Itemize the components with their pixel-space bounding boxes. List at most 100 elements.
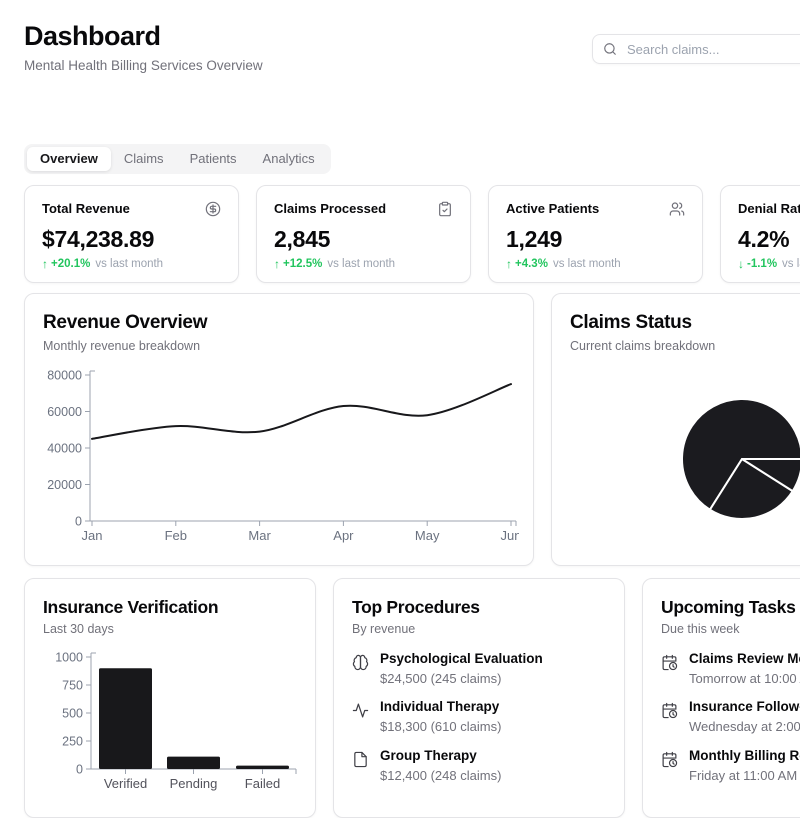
- clipboard-check-icon: [439, 201, 451, 217]
- procedure-item: Psychological Evaluation $24,500 (245 cl…: [352, 651, 606, 686]
- tab-bar: Overview Claims Patients Analytics: [24, 144, 331, 174]
- svg-text:40000: 40000: [47, 442, 82, 456]
- stat-label: Claims Processed: [274, 201, 387, 216]
- claims-status-card: Claims Status Current claims breakdown: [551, 293, 800, 566]
- card-subtitle: Current claims breakdown: [570, 339, 716, 353]
- card-title: Revenue Overview: [43, 312, 208, 333]
- stats-row: Total Revenue $74,238.89 ↑ +20.1% vs las…: [24, 185, 800, 283]
- procedure-detail: $12,400 (248 claims): [380, 767, 502, 783]
- svg-text:Feb: Feb: [165, 528, 187, 543]
- svg-text:Jun: Jun: [501, 528, 519, 543]
- revenue-line-chart[interactable]: 0 20000 40000 60000 80000 Jan Feb Mar Apr May Jun: [43, 363, 521, 544]
- svg-text:750: 750: [62, 679, 83, 693]
- trend-down-icon: ↓: [738, 257, 744, 271]
- procedures-list: Psychological Evaluation $24,500 (245 cl…: [352, 651, 606, 783]
- verification-bar-chart[interactable]: 0 250 500 750 1000 Verified Pending Failed: [43, 646, 299, 798]
- svg-text:80000: 80000: [47, 369, 82, 383]
- charts-row: Revenue Overview Monthly revenue breakdo…: [24, 293, 800, 566]
- stat-card-active-patients: Active Patients 1,249 ↑ +4.3% vs last mo…: [488, 185, 703, 283]
- bottom-row: Insurance Verification Last 30 days 0 250…: [24, 578, 800, 818]
- procedure-detail: $24,500 (245 claims): [380, 670, 502, 686]
- users-icon: [669, 202, 685, 216]
- card-title: Upcoming Tasks: [661, 597, 796, 617]
- stat-value: 4.2%: [738, 226, 790, 252]
- stat-card-total-revenue: Total Revenue $74,238.89 ↑ +20.1% vs las…: [24, 185, 239, 283]
- tab-claims[interactable]: Claims: [123, 150, 164, 166]
- stat-trend: ↑ +12.5% vs last month: [274, 258, 453, 270]
- svg-text:Apr: Apr: [333, 528, 354, 543]
- stat-label: Active Patients: [506, 201, 600, 216]
- card-subtitle: Due this week: [661, 622, 740, 636]
- stat-card-denial-rate: Denial Rate 4.2% ↓ -1.1% vs last month: [720, 185, 800, 283]
- procedure-name: Psychological Evaluation: [380, 651, 543, 666]
- trend-note: vs last month: [552, 258, 621, 270]
- search-icon: [604, 43, 616, 55]
- stat-trend: ↑ +4.3% vs last month: [506, 258, 685, 270]
- card-subtitle: Last 30 days: [43, 622, 114, 636]
- search-box[interactable]: [592, 34, 800, 64]
- task-detail: Tomorrow at 10:00 AM: [689, 670, 800, 686]
- task-name: Claims Review Meeting: [689, 651, 800, 666]
- claims-pie-chart[interactable]: [552, 294, 800, 567]
- stat-label: Total Revenue: [42, 201, 130, 216]
- stat-trend: ↓ -1.1% vs last month: [738, 258, 800, 270]
- trend-note: vs last month: [95, 258, 164, 270]
- card-subtitle: By revenue: [352, 622, 416, 636]
- trend-up-icon: ↑: [506, 257, 512, 271]
- trend-up-icon: ↑: [42, 257, 48, 271]
- procedure-item: Group Therapy $12,400 (248 claims): [352, 748, 606, 783]
- brain-icon: [352, 654, 369, 671]
- procedure-name: Individual Therapy: [380, 699, 500, 715]
- svg-text:May: May: [415, 528, 440, 543]
- card-title: Top Procedures: [352, 597, 480, 617]
- calendar-clock-icon: [662, 703, 678, 719]
- revenue-overview-card: Revenue Overview Monthly revenue breakdo…: [24, 293, 534, 566]
- task-name: Insurance Follow-ups: [689, 699, 800, 715]
- page-title: Dashboard: [24, 21, 161, 51]
- task-item: Claims Review Meeting Tomorrow at 10:00 …: [661, 651, 800, 686]
- calendar-clock-icon: [662, 751, 678, 768]
- svg-text:Mar: Mar: [248, 528, 271, 543]
- upcoming-tasks-card: Upcoming Tasks Due this week Claims Revi…: [642, 578, 800, 818]
- tab-patients[interactable]: Patients: [189, 150, 237, 166]
- svg-text:0: 0: [76, 763, 83, 777]
- stat-card-claims-processed: Claims Processed 2,845 ↑ +12.5% vs last …: [256, 185, 471, 283]
- trend-delta: +20.1%: [51, 258, 91, 270]
- svg-text:0: 0: [75, 515, 82, 529]
- top-procedures-card: Top Procedures By revenue Psychological …: [333, 578, 625, 818]
- insurance-verification-card: Insurance Verification Last 30 days 0 250…: [24, 578, 316, 818]
- stat-label: Denial Rate: [738, 201, 800, 216]
- task-detail: Wednesday at 2:00 PM: [689, 719, 800, 735]
- svg-text:60000: 60000: [47, 405, 82, 419]
- search-input[interactable]: [625, 40, 800, 58]
- svg-text:20000: 20000: [47, 478, 82, 492]
- trend-delta: +4.3%: [515, 258, 548, 270]
- calendar-clock-icon: [662, 654, 678, 671]
- trend-up-icon: ↑: [274, 257, 280, 271]
- card-title: Insurance Verification: [43, 597, 219, 617]
- svg-text:Verified: Verified: [104, 776, 147, 791]
- stat-value: 1,249: [506, 226, 563, 252]
- svg-text:250: 250: [62, 735, 83, 749]
- svg-text:Jan: Jan: [82, 528, 103, 543]
- svg-text:Failed: Failed: [245, 776, 280, 791]
- tasks-list: Claims Review Meeting Tomorrow at 10:00 …: [661, 651, 800, 783]
- svg-text:Pending: Pending: [170, 776, 218, 791]
- svg-text:500: 500: [62, 707, 83, 721]
- task-name: Monthly Billing Report: [689, 747, 800, 763]
- stat-value: $74,238.89: [42, 226, 155, 252]
- trend-delta: +12.5%: [283, 258, 323, 270]
- file-icon: [354, 751, 367, 768]
- trend-delta: -1.1%: [747, 258, 778, 270]
- svg-text:1000: 1000: [55, 651, 83, 665]
- page-subtitle: Mental Health Billing Services Overview: [24, 57, 263, 73]
- activity-icon: [352, 703, 369, 718]
- task-detail: Friday at 11:00 AM: [689, 767, 798, 783]
- header: Dashboard Mental Health Billing Services…: [24, 0, 800, 118]
- tab-analytics[interactable]: Analytics: [262, 150, 315, 166]
- card-title: Claims Status: [570, 312, 692, 333]
- tab-overview[interactable]: Overview: [27, 146, 111, 172]
- trend-note: vs last month: [782, 258, 800, 270]
